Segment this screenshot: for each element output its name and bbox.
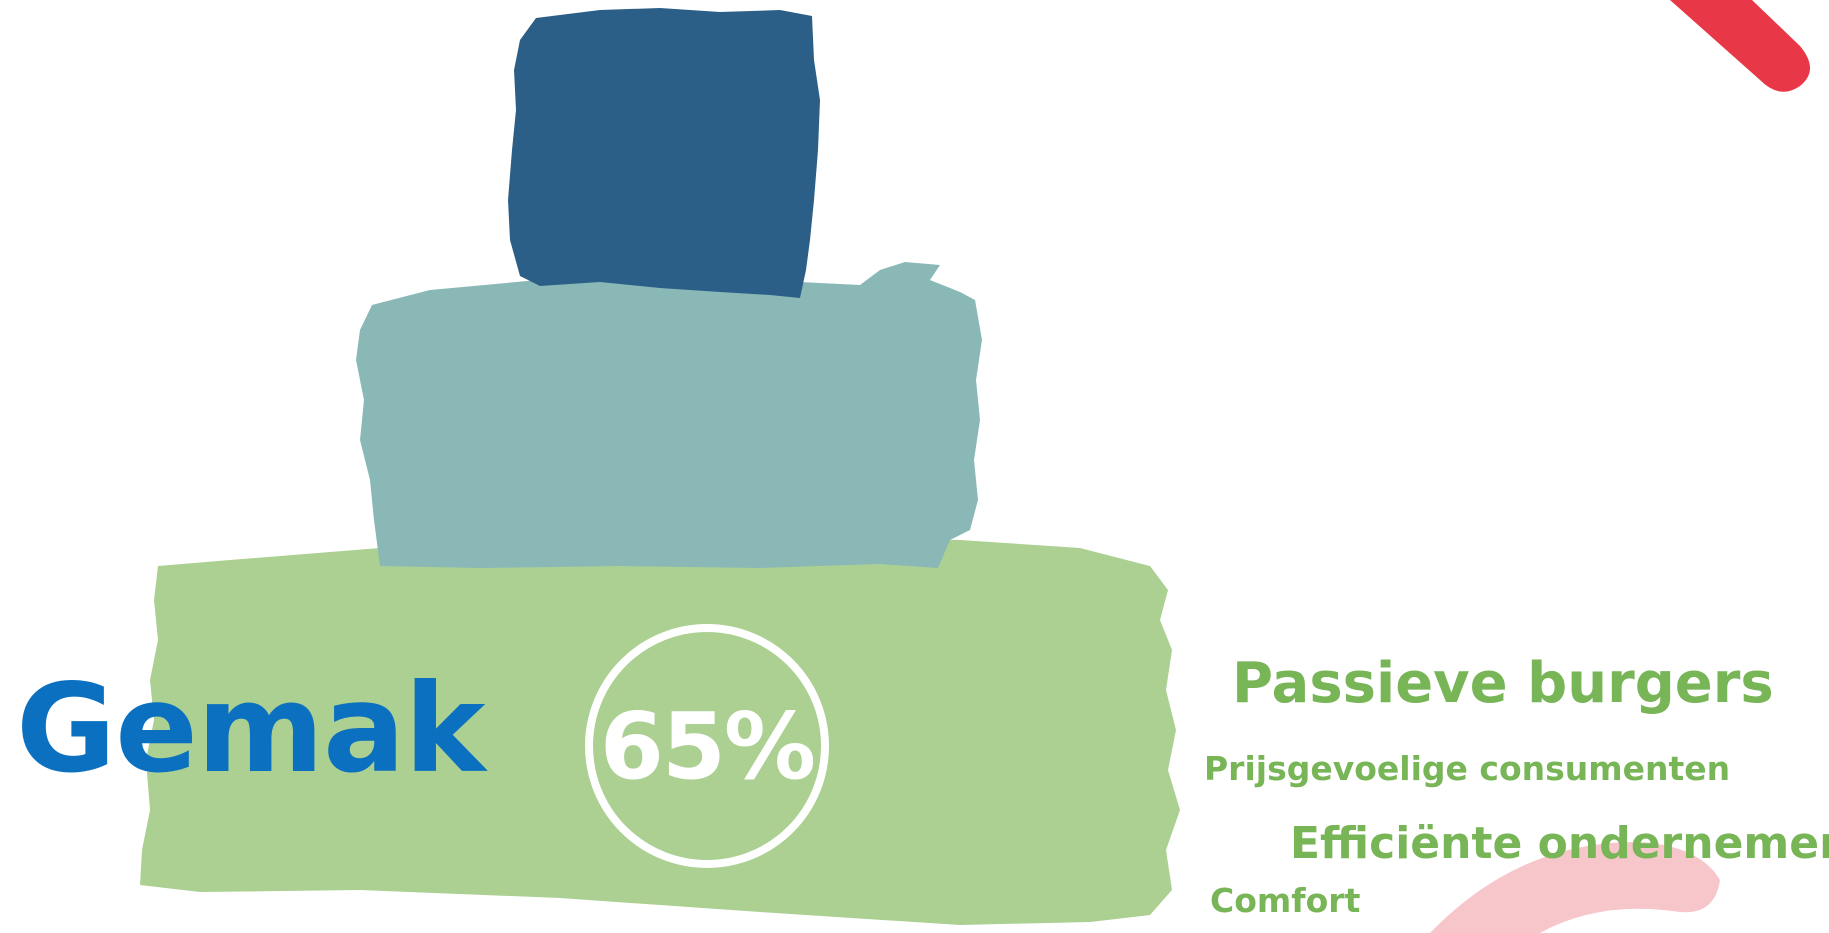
dark-brush-block	[508, 8, 820, 298]
percent-ring	[585, 624, 829, 868]
label-efficient-entrepreneurs: Efficiënte ondernemers	[1290, 818, 1829, 869]
label-comfort: Comfort	[1210, 881, 1361, 920]
percent-value: 65%	[599, 692, 816, 800]
red-stroke	[1670, 0, 1810, 92]
pink-arc	[1430, 841, 1720, 933]
teal-brush-block	[356, 262, 982, 568]
page-title: Gemak	[16, 658, 485, 800]
label-price-sensitive: Prijsgevoelige consumenten	[1204, 749, 1731, 788]
label-passive-citizens: Passieve burgers	[1232, 651, 1774, 716]
